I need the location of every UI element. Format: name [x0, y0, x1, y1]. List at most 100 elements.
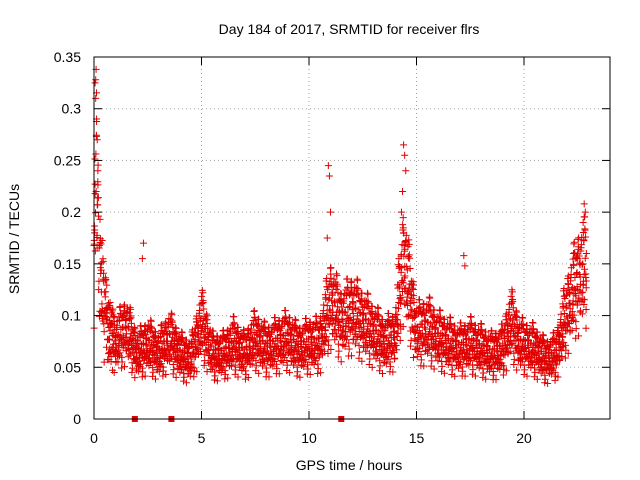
chart-title: Day 184 of 2017, SRMTID for receiver flr… — [219, 21, 480, 37]
data-point — [105, 301, 113, 309]
data-point — [500, 334, 508, 342]
data-point — [343, 332, 351, 340]
data-point — [325, 172, 333, 180]
data-point — [382, 360, 390, 368]
data-point — [234, 324, 242, 332]
data-point — [569, 250, 577, 258]
data-point — [355, 348, 363, 356]
data-point — [106, 299, 114, 307]
data-point — [327, 274, 335, 282]
data-point — [248, 360, 256, 368]
data-point — [300, 363, 308, 371]
data-point — [448, 366, 456, 374]
data-point — [96, 235, 104, 243]
data-point — [438, 362, 446, 370]
data-point — [256, 332, 264, 340]
data-point — [409, 354, 417, 362]
data-point — [461, 262, 469, 270]
data-point — [110, 314, 118, 322]
data-point — [188, 339, 196, 347]
y-tick-label: 0.15 — [54, 256, 81, 272]
data-point — [234, 373, 242, 381]
data-point — [478, 327, 486, 335]
data-point — [397, 268, 405, 276]
data-point — [292, 323, 300, 331]
data-point — [409, 278, 417, 286]
data-point — [582, 250, 590, 258]
data-point — [159, 372, 167, 380]
data-point — [570, 311, 578, 319]
data-point — [228, 362, 236, 370]
data-point — [510, 356, 518, 364]
data-point — [508, 341, 516, 349]
data-point — [333, 330, 341, 338]
data-point — [393, 332, 401, 340]
data-point — [340, 328, 348, 336]
data-point — [284, 329, 292, 337]
data-point — [326, 278, 334, 286]
y-tick-label: 0.3 — [62, 101, 82, 117]
data-point — [399, 214, 407, 222]
data-point — [444, 360, 452, 368]
data-point — [103, 281, 111, 289]
data-point — [567, 270, 575, 278]
data-point — [152, 328, 160, 336]
data-point — [170, 366, 178, 374]
data-point — [241, 375, 249, 383]
data-point — [94, 194, 102, 202]
data-point — [174, 341, 182, 349]
data-point — [379, 316, 387, 324]
data-point — [118, 358, 126, 366]
data-point — [446, 324, 454, 332]
data-point — [544, 379, 552, 387]
data-point — [337, 290, 345, 298]
data-point — [488, 327, 496, 335]
data-point — [457, 319, 465, 327]
data-point — [219, 337, 227, 345]
data-point — [110, 369, 118, 377]
data-point — [549, 364, 557, 372]
data-point — [385, 309, 393, 317]
data-point — [320, 301, 328, 309]
data-point — [304, 365, 312, 373]
data-point — [349, 326, 357, 334]
data-point — [580, 236, 588, 244]
data-point — [179, 335, 187, 343]
data-point — [354, 276, 362, 284]
data-point — [137, 360, 145, 368]
data-point — [408, 284, 416, 292]
data-point — [457, 325, 465, 333]
data-point — [343, 275, 351, 283]
y-tick-label: 0.2 — [62, 204, 82, 220]
data-point — [582, 306, 590, 314]
data-point — [275, 370, 283, 378]
data-point — [157, 360, 165, 368]
data-point — [539, 367, 547, 375]
data-point — [572, 325, 580, 333]
data-point — [135, 344, 143, 352]
data-point — [203, 312, 211, 320]
data-point — [558, 342, 566, 350]
data-point — [97, 240, 105, 248]
data-point — [553, 361, 561, 369]
data-point — [428, 357, 436, 365]
data-point — [142, 340, 150, 348]
data-point — [533, 375, 541, 383]
data-point — [570, 238, 578, 246]
data-point — [513, 308, 521, 316]
data-point — [372, 355, 380, 363]
data-point — [561, 354, 569, 362]
data-point — [378, 369, 386, 377]
data-points — [90, 65, 590, 387]
data-point — [91, 79, 99, 87]
data-point — [312, 312, 320, 320]
data-point — [416, 296, 424, 304]
data-point — [198, 292, 206, 300]
data-point — [157, 332, 165, 340]
data-point — [364, 290, 372, 298]
data-point — [427, 362, 435, 370]
data-point — [477, 320, 485, 328]
data-point — [499, 371, 507, 379]
data-point — [580, 265, 588, 273]
data-point — [92, 76, 100, 84]
